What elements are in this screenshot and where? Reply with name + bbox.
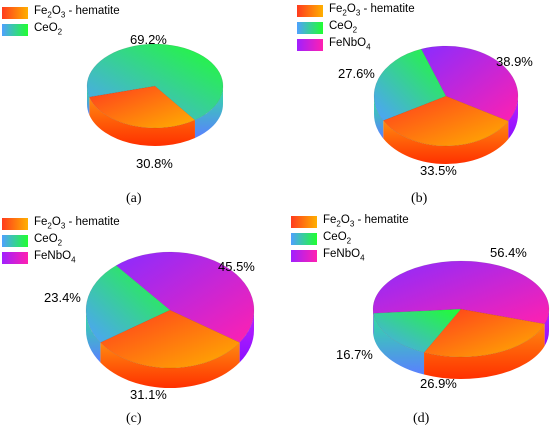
pie-side-fe2o3	[100, 342, 240, 388]
pie-chart-b	[373, 45, 519, 164]
legend-label-ceo2: CeO2	[34, 22, 63, 37]
legend-swatch-fenbo4	[291, 249, 317, 262]
legend-label-fe2o3: Fe2O3 - hematite	[323, 214, 409, 229]
panel-caption: (d)	[413, 411, 430, 426]
pie-side-ceo2	[194, 86, 223, 138]
pie-slice-ceo2	[373, 48, 447, 121]
pie-side-fe2o3	[383, 120, 509, 164]
pie-chart-c	[85, 251, 255, 388]
pct-label-fenbo4: 56.4%	[490, 245, 527, 260]
pie-side-fenbo4	[508, 96, 518, 139]
legend-label-fenbo4: FeNbO4	[34, 250, 76, 265]
panel-caption: (c)	[126, 411, 142, 426]
legend-item-fe2o3: Fe2O3 - hematite	[291, 213, 409, 230]
legend-label-ceo2: CeO2	[34, 233, 63, 248]
pct-label-fenbo4: 38.9%	[496, 54, 533, 69]
pie-slice-fenbo4	[420, 45, 519, 122]
panel-b: Fe2O3 - hematite CeO2 FeNbO4 33.5% 27.6%…	[275, 0, 550, 215]
pct-label-ceo2: 69.2%	[130, 32, 167, 47]
legend-item-fenbo4: FeNbO4	[297, 36, 415, 53]
pie-side-fenbo4	[239, 310, 254, 363]
legend: Fe2O3 - hematite CeO2 FeNbO4	[2, 215, 120, 266]
pct-label-ceo2: 27.6%	[338, 66, 375, 81]
legend-swatch-fe2o3	[2, 6, 28, 19]
legend-item-fe2o3: Fe2O3 - hematite	[2, 4, 120, 21]
legend-swatch-fe2o3	[2, 217, 28, 230]
legend-label-fe2o3: Fe2O3 - hematite	[34, 216, 120, 231]
legend-swatch-ceo2	[297, 21, 323, 34]
legend: Fe2O3 - hematite CeO2 FeNbO4	[297, 2, 415, 53]
pct-label-fe2o3: 33.5%	[420, 163, 457, 178]
legend-item-fenbo4: FeNbO4	[291, 247, 409, 264]
pie-slice-ceo2	[86, 43, 224, 121]
panel-caption: (a)	[126, 191, 142, 206]
pct-label-fenbo4: 45.5%	[218, 259, 255, 274]
pie-side-fenbo4	[544, 309, 549, 346]
pie-side-ceo2	[87, 86, 90, 115]
pie-chart-d	[372, 260, 550, 379]
panel-a: Fe2O3 - hematite CeO2 30.8% 69.2% (a)	[0, 0, 275, 215]
legend-swatch-ceo2	[291, 232, 317, 245]
legend-label-ceo2: CeO2	[329, 20, 358, 35]
legend-label-fe2o3: Fe2O3 - hematite	[34, 5, 120, 20]
pie-slice-ceo2	[85, 265, 171, 343]
legend-label-fenbo4: FeNbO4	[329, 37, 371, 52]
pie-slice-fenbo4	[372, 260, 550, 325]
legend-item-ceo2: CeO2	[2, 21, 120, 38]
legend-swatch-fe2o3	[297, 4, 323, 17]
pie-side-ceo2	[373, 313, 425, 375]
legend-label-fenbo4: FeNbO4	[323, 248, 365, 263]
pie-side-fe2o3	[424, 323, 545, 379]
legend-item-fe2o3: Fe2O3 - hematite	[297, 2, 415, 19]
legend-item-ceo2: CeO2	[291, 230, 409, 247]
legend-item-ceo2: CeO2	[297, 19, 415, 36]
legend-item-fenbo4: FeNbO4	[2, 249, 120, 266]
legend-swatch-fenbo4	[2, 251, 28, 264]
legend-label-ceo2: CeO2	[323, 231, 352, 246]
legend-swatch-fenbo4	[297, 38, 323, 51]
legend-swatch-fe2o3	[291, 215, 317, 228]
legend-item-fe2o3: Fe2O3 - hematite	[2, 215, 120, 232]
pct-label-ceo2: 23.4%	[44, 290, 81, 305]
pct-label-fe2o3: 30.8%	[136, 156, 173, 171]
pie-slice-fe2o3	[99, 309, 241, 369]
legend-item-ceo2: CeO2	[2, 232, 120, 249]
panel-d: Fe2O3 - hematite CeO2 FeNbO4 26.9% 16.7%…	[275, 213, 550, 430]
legend-swatch-ceo2	[2, 23, 28, 36]
pie-slice-fe2o3	[382, 95, 509, 147]
legend-swatch-ceo2	[2, 234, 28, 247]
pct-label-fe2o3: 31.1%	[130, 387, 167, 402]
pie-slice-fe2o3	[88, 85, 196, 129]
legend: Fe2O3 - hematite CeO2 FeNbO4	[291, 213, 409, 264]
panel-caption: (b)	[411, 191, 428, 206]
pie-chart-a	[86, 43, 224, 146]
legend-label-fe2o3: Fe2O3 - hematite	[329, 3, 415, 18]
legend: Fe2O3 - hematite CeO2	[2, 4, 120, 38]
pie-side-ceo2	[86, 310, 101, 363]
pie-slice-fe2o3	[423, 308, 546, 358]
pct-label-fe2o3: 26.9%	[420, 376, 457, 391]
panel-c: Fe2O3 - hematite CeO2 FeNbO4 31.1% 23.4%…	[0, 215, 275, 430]
pct-label-ceo2: 16.7%	[336, 347, 373, 362]
pie-side-ceo2	[374, 96, 384, 139]
pie-slice-ceo2	[373, 308, 462, 353]
pie-slice-fenbo4	[115, 251, 255, 343]
pie-side-fe2o3	[89, 96, 195, 146]
